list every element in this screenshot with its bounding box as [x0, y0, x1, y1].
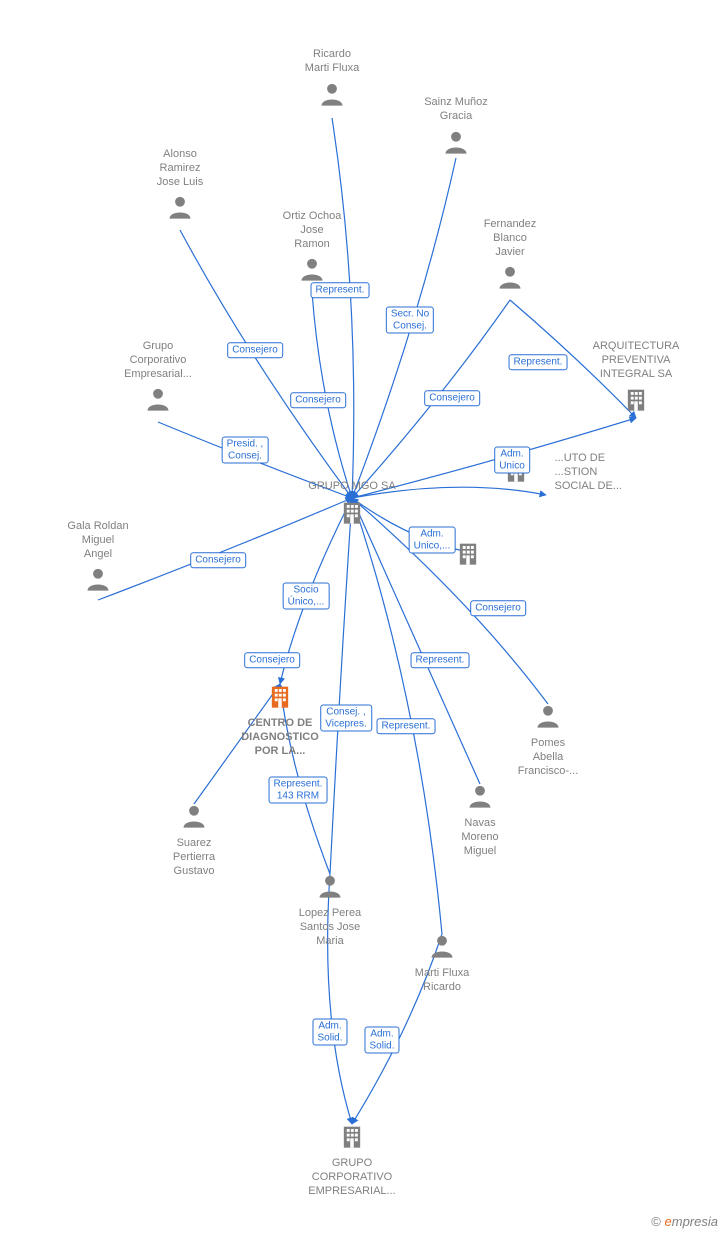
- building-icon: [225, 682, 335, 715]
- edge-label: Represent. 143 RRM: [269, 777, 328, 804]
- edge-label: Adm. Solid.: [364, 1027, 399, 1054]
- edge-label: Consejero: [424, 390, 480, 406]
- edge-label: Adm. Solid.: [312, 1019, 347, 1046]
- person-icon: [139, 802, 249, 835]
- edge-label: Consejero: [290, 392, 346, 408]
- person-icon: [401, 128, 511, 161]
- node-arq[interactable]: ARQUITECTURAPREVENTIVAINTEGRAL SA: [581, 340, 691, 418]
- node-label: Gala RoldanMiguelAngel: [43, 520, 153, 561]
- node-label: GRUPOCORPORATIVOEMPRESARIAL...: [297, 1157, 407, 1198]
- edge-label: Consejero: [470, 600, 526, 616]
- node-ricardo[interactable]: RicardoMarti Fluxa: [277, 48, 387, 113]
- node-label: PomesAbellaFrancisco-...: [493, 737, 603, 778]
- node-label: SuarezPertierraGustavo: [139, 837, 249, 878]
- edge-label: Consejero: [244, 652, 300, 668]
- node-gala[interactable]: Gala RoldanMiguelAngel: [43, 520, 153, 598]
- node-label: Ortiz OchoaJoseRamon: [257, 210, 367, 251]
- edge-label: Adm. Unico,...: [409, 527, 456, 554]
- edge-label: Consej. , Vicepres.: [320, 705, 372, 732]
- person-icon: [275, 872, 385, 905]
- node-grupo_corp_b[interactable]: GRUPOCORPORATIVOEMPRESARIAL...: [297, 1120, 407, 1198]
- node-marti2[interactable]: Marti FluxaRicardo: [387, 930, 497, 995]
- node-label: CENTRO DEDIAGNOSTICOPOR LA...: [225, 717, 335, 758]
- node-label: RicardoMarti Fluxa: [277, 48, 387, 76]
- building-icon: [297, 498, 407, 531]
- person-icon: [43, 565, 153, 598]
- copyright-symbol: ©: [651, 1214, 661, 1229]
- brand-rest: mpresia: [672, 1214, 718, 1229]
- node-center[interactable]: GRUPO MGO SA: [297, 480, 407, 531]
- node-sainz[interactable]: Sainz MuñozGracia: [401, 96, 511, 161]
- node-label: ARQUITECTURAPREVENTIVAINTEGRAL SA: [581, 340, 691, 381]
- node-label: Marti FluxaRicardo: [387, 967, 497, 995]
- node-label: ...UTO DE...STIONSOCIAL DE...: [555, 452, 622, 493]
- person-icon: [455, 263, 565, 296]
- building-icon: [297, 1122, 407, 1155]
- node-label: Lopez PereaSantos JoseMaria: [275, 907, 385, 948]
- edge-label: Consejero: [227, 342, 283, 358]
- person-icon: [103, 385, 213, 418]
- person-icon: [493, 702, 603, 735]
- edge-label: Represent.: [509, 354, 568, 370]
- brand-e: e: [665, 1214, 672, 1229]
- node-label: Sainz MuñozGracia: [401, 96, 511, 124]
- node-centro[interactable]: CENTRO DEDIAGNOSTICOPOR LA...: [225, 680, 335, 758]
- person-icon: [125, 193, 235, 226]
- edge-label: Adm. Unico: [494, 447, 530, 474]
- edge-label: Represent.: [311, 282, 370, 298]
- node-lopez[interactable]: Lopez PereaSantos JoseMaria: [275, 870, 385, 948]
- edge-label: Represent.: [377, 718, 436, 734]
- edge-label: Consejero: [190, 552, 246, 568]
- building-icon: [581, 385, 691, 418]
- edge-label: Presid. , Consej.: [222, 437, 269, 464]
- edge-label: Secr. No Consej.: [386, 307, 434, 334]
- watermark: © empresia: [651, 1214, 718, 1229]
- node-label: AlonsoRamirezJose Luis: [125, 148, 235, 189]
- person-icon: [425, 782, 535, 815]
- node-label: GRUPO MGO SA: [297, 480, 407, 494]
- node-suarez[interactable]: SuarezPertierraGustavo: [139, 800, 249, 878]
- person-icon: [387, 932, 497, 965]
- node-alonso[interactable]: AlonsoRamirezJose Luis: [125, 148, 235, 226]
- node-ortiz[interactable]: Ortiz OchoaJoseRamon: [257, 210, 367, 288]
- node-pomes[interactable]: PomesAbellaFrancisco-...: [493, 700, 603, 778]
- edge-label: Socio Único,...: [283, 583, 330, 610]
- node-label: GrupoCorporativoEmpresarial...: [103, 340, 213, 381]
- node-label: NavasMorenoMiguel: [425, 817, 535, 858]
- edge-label: Represent.: [411, 652, 470, 668]
- node-fernandez[interactable]: FernandezBlancoJavier: [455, 218, 565, 296]
- node-navas[interactable]: NavasMorenoMiguel: [425, 780, 535, 858]
- node-label: FernandezBlancoJavier: [455, 218, 565, 259]
- person-icon: [277, 80, 387, 113]
- node-grupo_corp_p[interactable]: GrupoCorporativoEmpresarial...: [103, 340, 213, 418]
